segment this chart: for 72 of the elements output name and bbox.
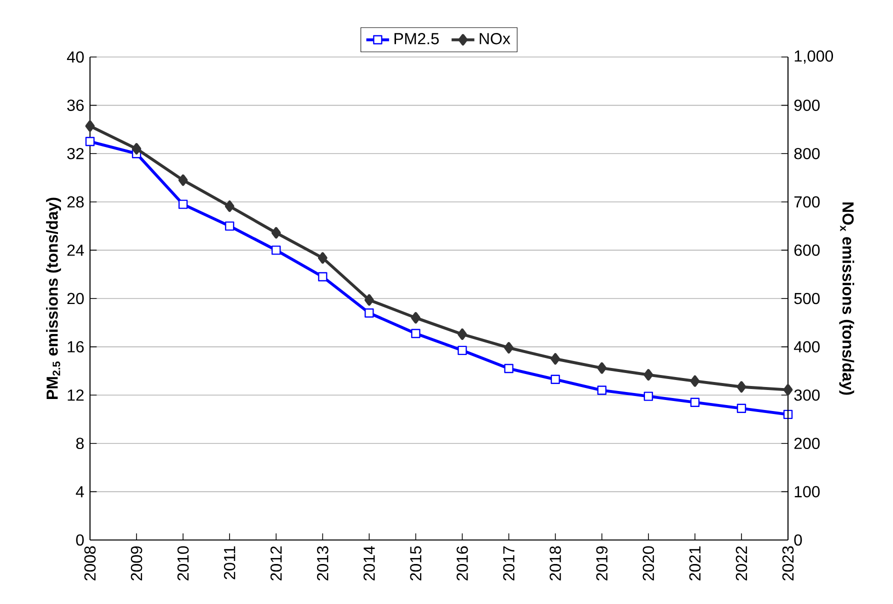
point xyxy=(364,308,374,318)
point xyxy=(272,246,281,255)
point xyxy=(690,375,700,387)
x-tick-label: 2021 xyxy=(689,546,701,580)
y2-tick-label: 200 xyxy=(794,438,820,450)
y2-tick-label: 500 xyxy=(794,292,820,304)
y-tick-label: 8 xyxy=(76,438,84,450)
y2-tick-label: 400 xyxy=(794,341,820,352)
point xyxy=(411,328,420,338)
y2-tick-label: 800 xyxy=(794,148,820,160)
y-tick-label: 16 xyxy=(68,341,84,352)
point xyxy=(644,392,654,401)
x-tick-label: 2019 xyxy=(596,546,608,580)
legend-label: NOx xyxy=(480,33,510,44)
point xyxy=(690,398,700,407)
y-tick-label: 0 xyxy=(76,534,84,546)
y2-tick-label: 900 xyxy=(794,100,820,111)
point xyxy=(225,221,234,231)
point xyxy=(271,227,281,239)
y-tick-label: 24 xyxy=(67,244,84,256)
x-tick-label: 2008 xyxy=(84,546,96,580)
x-tick-label: 2009 xyxy=(130,546,142,580)
point xyxy=(224,200,234,212)
point xyxy=(458,328,467,340)
y2-tick-label: 700 xyxy=(794,196,820,208)
point xyxy=(178,200,188,209)
x-tick-label: 2017 xyxy=(503,546,514,580)
y2-tick-label: 0 xyxy=(794,534,802,546)
y2-axis-title: NO$_{x}$ emissions (tons/day) xyxy=(839,202,854,395)
y-tick-label: 12 xyxy=(68,390,84,401)
legend-label: PM2.5 xyxy=(394,33,439,44)
point xyxy=(550,374,560,384)
y2-tick-label: 300 xyxy=(794,389,820,401)
y2-tick-label: 1,000 xyxy=(794,50,834,64)
point xyxy=(736,381,746,393)
point xyxy=(132,143,142,155)
point xyxy=(597,362,607,374)
y-tick-label: 20 xyxy=(67,292,84,304)
point xyxy=(504,364,514,374)
point xyxy=(504,342,514,354)
point xyxy=(597,386,606,395)
y2-tick-label: 100 xyxy=(794,486,820,498)
x-tick-label: 2016 xyxy=(456,546,468,580)
x-tick-label: 2012 xyxy=(270,546,282,580)
point xyxy=(644,369,654,381)
y-tick-label: 28 xyxy=(67,196,84,208)
x-tick-label: 2023 xyxy=(782,546,794,580)
y-tick-label: 32 xyxy=(67,148,84,160)
point xyxy=(458,346,467,356)
x-tick-label: 2013 xyxy=(317,546,328,580)
point xyxy=(178,174,188,186)
point xyxy=(85,136,95,146)
x-tick-label: 2011 xyxy=(224,546,236,580)
y2-tick-label: 600 xyxy=(794,244,820,256)
x-tick-label: 2022 xyxy=(736,546,748,580)
y-axis-title: PM$_{2.5}$ emissions (tons/day) xyxy=(46,198,62,399)
point xyxy=(783,384,793,396)
y-tick-label: 36 xyxy=(67,100,84,111)
point xyxy=(364,294,374,306)
x-tick-label: 2018 xyxy=(550,546,561,580)
point xyxy=(550,353,560,365)
point xyxy=(318,272,328,282)
x-tick-label: 2015 xyxy=(410,546,422,580)
point xyxy=(411,312,420,324)
point xyxy=(736,404,746,413)
point xyxy=(318,252,328,264)
y-tick-label: 4 xyxy=(76,486,84,498)
x-tick-label: 2010 xyxy=(177,546,189,580)
x-tick-label: 2020 xyxy=(642,546,654,580)
x-tick-label: 2014 xyxy=(364,546,375,580)
point xyxy=(85,120,95,132)
y-tick-label: 40 xyxy=(66,51,84,63)
